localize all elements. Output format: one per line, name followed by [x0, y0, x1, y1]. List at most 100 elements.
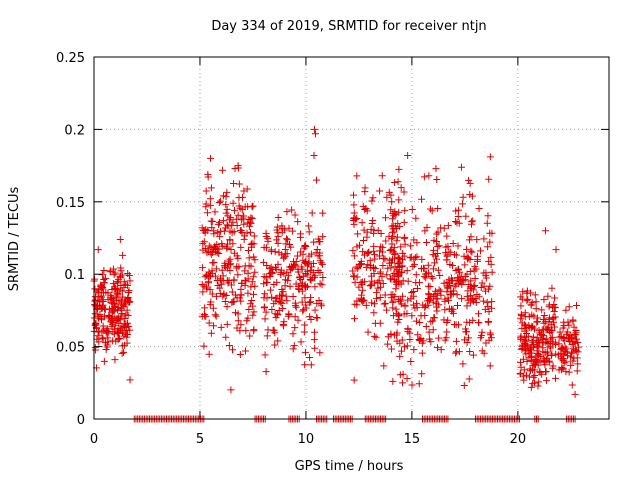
data-point — [386, 275, 394, 283]
data-point — [384, 340, 392, 348]
data-point — [465, 176, 473, 184]
data-point — [410, 261, 418, 269]
data-point — [233, 252, 241, 260]
data-point — [552, 246, 560, 254]
data-point — [441, 306, 449, 314]
data-point — [523, 357, 531, 365]
data-point — [406, 336, 414, 344]
data-point — [360, 226, 368, 234]
data-point — [207, 184, 215, 192]
data-point — [485, 175, 493, 183]
data-point — [262, 229, 270, 237]
data-point — [392, 305, 400, 313]
data-point — [202, 283, 210, 291]
data-point — [126, 376, 134, 384]
data-point — [387, 191, 395, 199]
data-point — [410, 301, 418, 309]
data-point — [517, 358, 525, 366]
data-point — [558, 364, 566, 372]
data-point — [433, 255, 441, 263]
data-point — [433, 307, 441, 315]
data-point — [281, 246, 289, 254]
data-point — [473, 236, 481, 244]
data-point — [203, 285, 211, 293]
data-point — [549, 314, 557, 322]
data-point — [413, 239, 421, 247]
data-point — [559, 324, 567, 332]
data-point — [262, 368, 270, 376]
data-point — [126, 277, 134, 285]
data-point — [350, 252, 358, 260]
data-point — [115, 334, 123, 342]
data-point — [120, 348, 128, 356]
data-point — [413, 304, 421, 312]
data-point — [201, 312, 209, 320]
data-point — [422, 302, 430, 310]
data-point — [302, 301, 310, 309]
data-point — [318, 302, 326, 310]
data-point — [431, 290, 439, 298]
data-point — [391, 249, 399, 257]
chart-title: Day 334 of 2019, SRMTID for receiver ntj… — [211, 19, 486, 34]
data-point — [280, 318, 288, 326]
data-point — [308, 209, 316, 217]
data-point — [400, 234, 408, 242]
data-point — [274, 239, 282, 247]
data-point — [298, 298, 306, 306]
data-point — [279, 304, 287, 312]
data-point — [111, 283, 119, 291]
data-point — [468, 192, 476, 200]
data-point — [94, 286, 102, 294]
data-point — [301, 348, 309, 356]
data-point — [277, 298, 285, 306]
data-point — [389, 304, 397, 312]
data-point — [306, 313, 314, 321]
data-point — [435, 286, 443, 294]
data-point — [262, 274, 270, 282]
data-point — [205, 319, 213, 327]
data-point — [286, 282, 294, 290]
data-point — [300, 244, 308, 252]
data-point — [234, 317, 242, 325]
data-point — [313, 314, 321, 322]
data-point — [364, 261, 372, 269]
data-point — [365, 248, 373, 256]
data-point — [427, 273, 435, 281]
data-point — [389, 225, 397, 233]
data-point — [118, 349, 126, 357]
data-point — [278, 228, 286, 236]
data-point — [112, 337, 120, 345]
data-point — [475, 204, 483, 212]
data-point — [267, 270, 275, 278]
data-point — [224, 279, 232, 287]
data-point — [480, 269, 488, 277]
data-point — [305, 252, 313, 260]
data-point — [91, 275, 99, 283]
data-point — [550, 307, 558, 315]
data-point — [399, 292, 407, 300]
data-point — [475, 293, 483, 301]
data-point — [568, 349, 576, 357]
data-point — [549, 304, 557, 312]
data-point — [408, 289, 416, 297]
data-point — [291, 313, 299, 321]
data-point — [383, 271, 391, 279]
data-point — [316, 349, 324, 357]
data-point — [546, 344, 554, 352]
data-point — [534, 342, 542, 350]
data-point — [418, 370, 426, 378]
data-point — [223, 303, 231, 311]
data-point — [283, 250, 291, 258]
data-point — [300, 328, 308, 336]
data-point — [531, 291, 539, 299]
data-point — [573, 367, 581, 375]
data-point — [429, 251, 437, 259]
data-point — [250, 232, 258, 240]
data-point — [426, 296, 434, 304]
data-point — [422, 323, 430, 331]
data-point — [209, 304, 217, 312]
data-point — [429, 265, 437, 273]
data-point — [455, 348, 463, 356]
data-point — [538, 330, 546, 338]
data-point — [124, 288, 132, 296]
